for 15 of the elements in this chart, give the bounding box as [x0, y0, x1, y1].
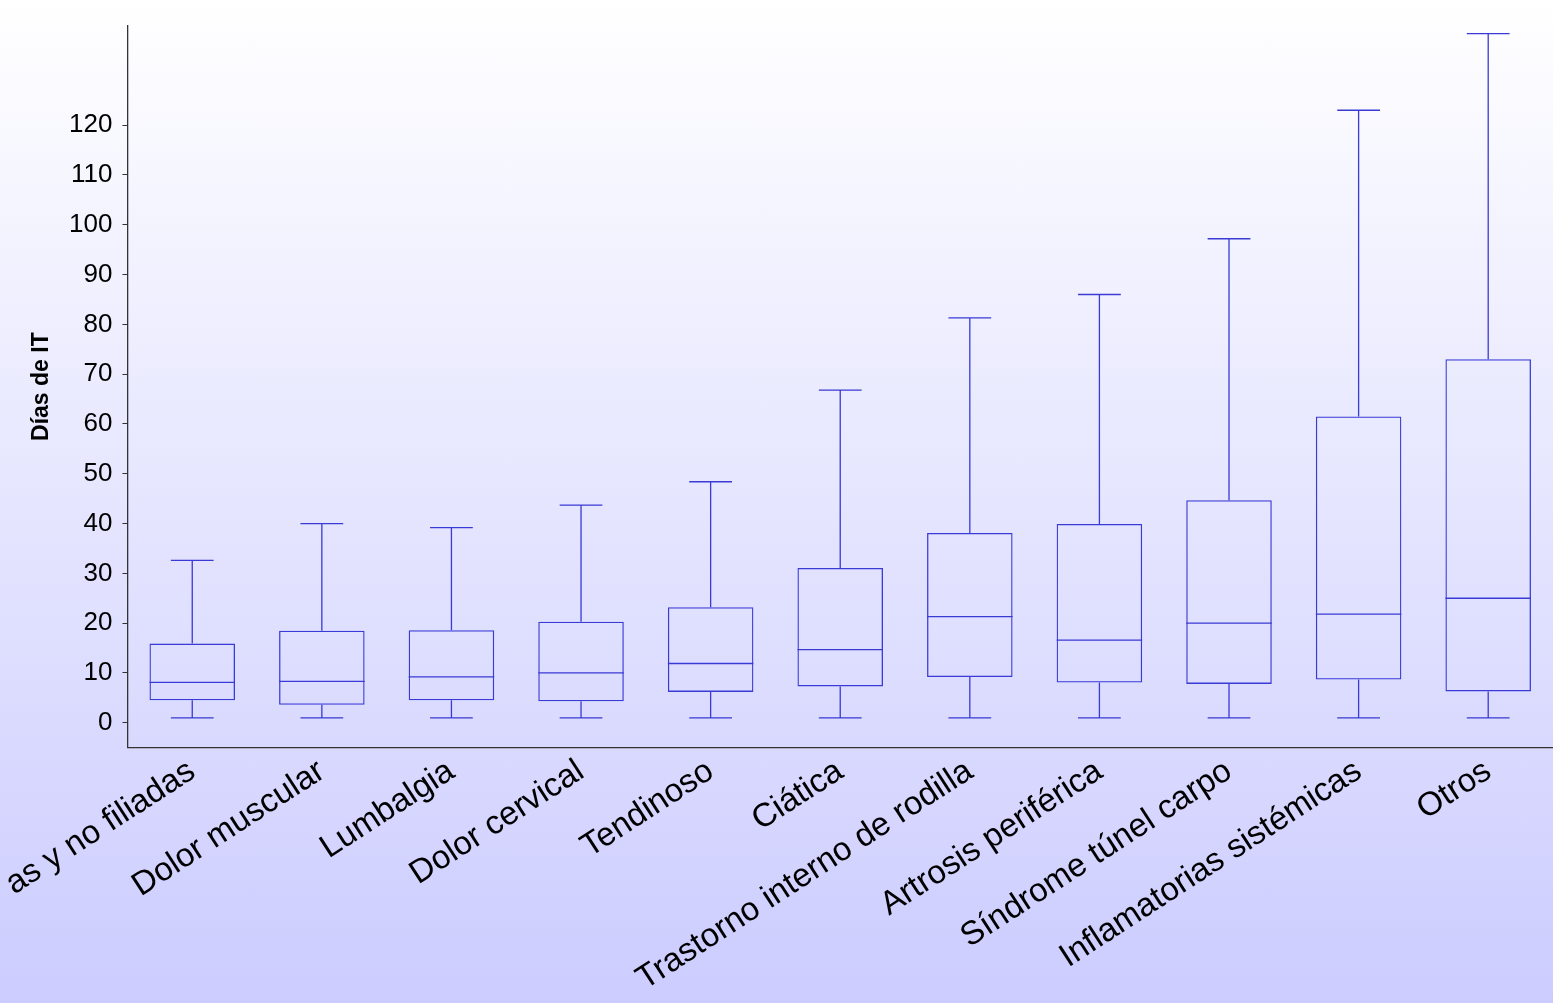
x-tick-label: Otros	[1409, 750, 1497, 826]
y-tick-label: 0	[97, 705, 113, 736]
y-tick-label: 10	[83, 656, 113, 687]
y-tick-label: 80	[83, 307, 113, 338]
y-tick-label: 50	[83, 456, 113, 487]
y-axis-title: Días de IT	[26, 332, 53, 441]
y-tick-label: 40	[83, 506, 113, 537]
y-tick-label: 90	[83, 257, 113, 288]
y-tick-label: 60	[83, 407, 113, 438]
y-tick-label: 30	[83, 556, 113, 587]
y-tick-label: 110	[71, 158, 113, 189]
y-tick-label: 100	[69, 207, 113, 238]
y-tick-label: 120	[69, 108, 113, 139]
y-tick-label: 20	[83, 606, 113, 637]
y-tick-label: 70	[83, 357, 113, 388]
